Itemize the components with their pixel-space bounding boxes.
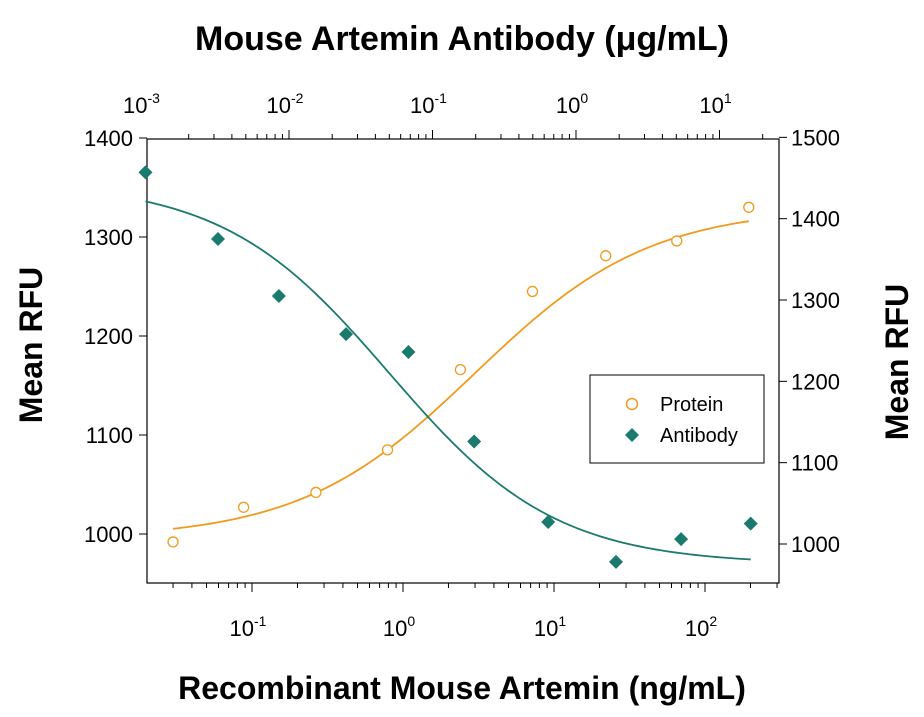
data-point-protein bbox=[526, 285, 539, 298]
top-tick-label: 10-2 bbox=[267, 90, 304, 118]
fit-curves bbox=[145, 200, 751, 561]
y-left-tick-label: 1200 bbox=[84, 324, 133, 349]
y-right-tick-label: 1100 bbox=[791, 451, 838, 476]
data-point-antibody bbox=[401, 345, 416, 360]
data-point-antibody bbox=[541, 515, 556, 530]
data-point-protein bbox=[600, 250, 612, 262]
data-point-antibody bbox=[674, 532, 689, 547]
y-right-tick-label: 1500 bbox=[791, 125, 840, 150]
top-axis: 10-3 10-2 10-1 100 101 bbox=[123, 90, 764, 139]
data-point-antibody bbox=[609, 554, 624, 569]
x-axis-label: Recombinant Mouse Artemin (ng/mL) bbox=[178, 670, 746, 706]
y-left-tick-label: 1400 bbox=[84, 126, 133, 151]
legend-label-protein: Protein bbox=[660, 394, 723, 416]
y-axis-label-right: Mean RFU bbox=[879, 284, 915, 440]
data-point-protein bbox=[381, 444, 394, 456]
fit-curve-protein bbox=[172, 220, 749, 530]
top-tick-label: 10-3 bbox=[123, 90, 160, 118]
left-axis: 1000 1100 1200 1300 1400 bbox=[84, 126, 147, 547]
x-tick-label: 100 bbox=[383, 613, 415, 641]
legend-box bbox=[589, 374, 765, 464]
data-point-protein bbox=[237, 501, 250, 513]
y-left-tick-label: 1000 bbox=[84, 522, 133, 547]
data-point-antibody bbox=[210, 232, 225, 247]
data-point-protein bbox=[454, 364, 467, 376]
data-point-antibody bbox=[467, 434, 482, 449]
legend-marker-protein bbox=[625, 397, 639, 411]
x-tick-label: 102 bbox=[685, 613, 717, 641]
data-point-protein bbox=[743, 201, 755, 213]
y-right-tick-label: 1000 bbox=[791, 532, 840, 557]
data-point-antibody bbox=[271, 288, 286, 303]
data-point-protein bbox=[167, 536, 179, 548]
chart-title: Mouse Artemin Antibody (μg/mL) bbox=[195, 20, 729, 58]
y-left-tick-label: 1100 bbox=[86, 423, 133, 448]
y-right-tick-label: 1400 bbox=[791, 207, 840, 232]
right-axis: 1000 1100 1200 1300 1400 1500 bbox=[779, 125, 840, 557]
x-tick-label: 101 bbox=[534, 613, 566, 641]
fit-curve-antibody bbox=[145, 200, 751, 561]
legend-marker-antibody bbox=[625, 428, 639, 442]
top-tick-label: 10-1 bbox=[410, 90, 447, 118]
legend: Protein Antibody bbox=[589, 374, 765, 464]
bottom-axis: 10-1 100 101 102 bbox=[172, 583, 778, 641]
data-point-antibody bbox=[339, 327, 354, 342]
y-right-tick-label: 1200 bbox=[791, 369, 840, 394]
data-point-antibody bbox=[743, 516, 758, 531]
x-tick-label: 10-1 bbox=[230, 613, 267, 641]
y-axis-label-left: Mean RFU bbox=[13, 267, 49, 423]
data-point-protein bbox=[310, 486, 322, 499]
y-right-tick-label: 1300 bbox=[791, 288, 840, 313]
y-left-tick-label: 1300 bbox=[84, 225, 133, 250]
data-point-protein bbox=[671, 235, 683, 247]
data-point-antibody bbox=[138, 165, 153, 180]
top-tick-label: 101 bbox=[699, 90, 731, 118]
top-tick-label: 100 bbox=[556, 90, 588, 118]
data-points bbox=[138, 165, 758, 569]
legend-label-antibody: Antibody bbox=[660, 425, 738, 447]
plot-frame bbox=[146, 138, 780, 584]
